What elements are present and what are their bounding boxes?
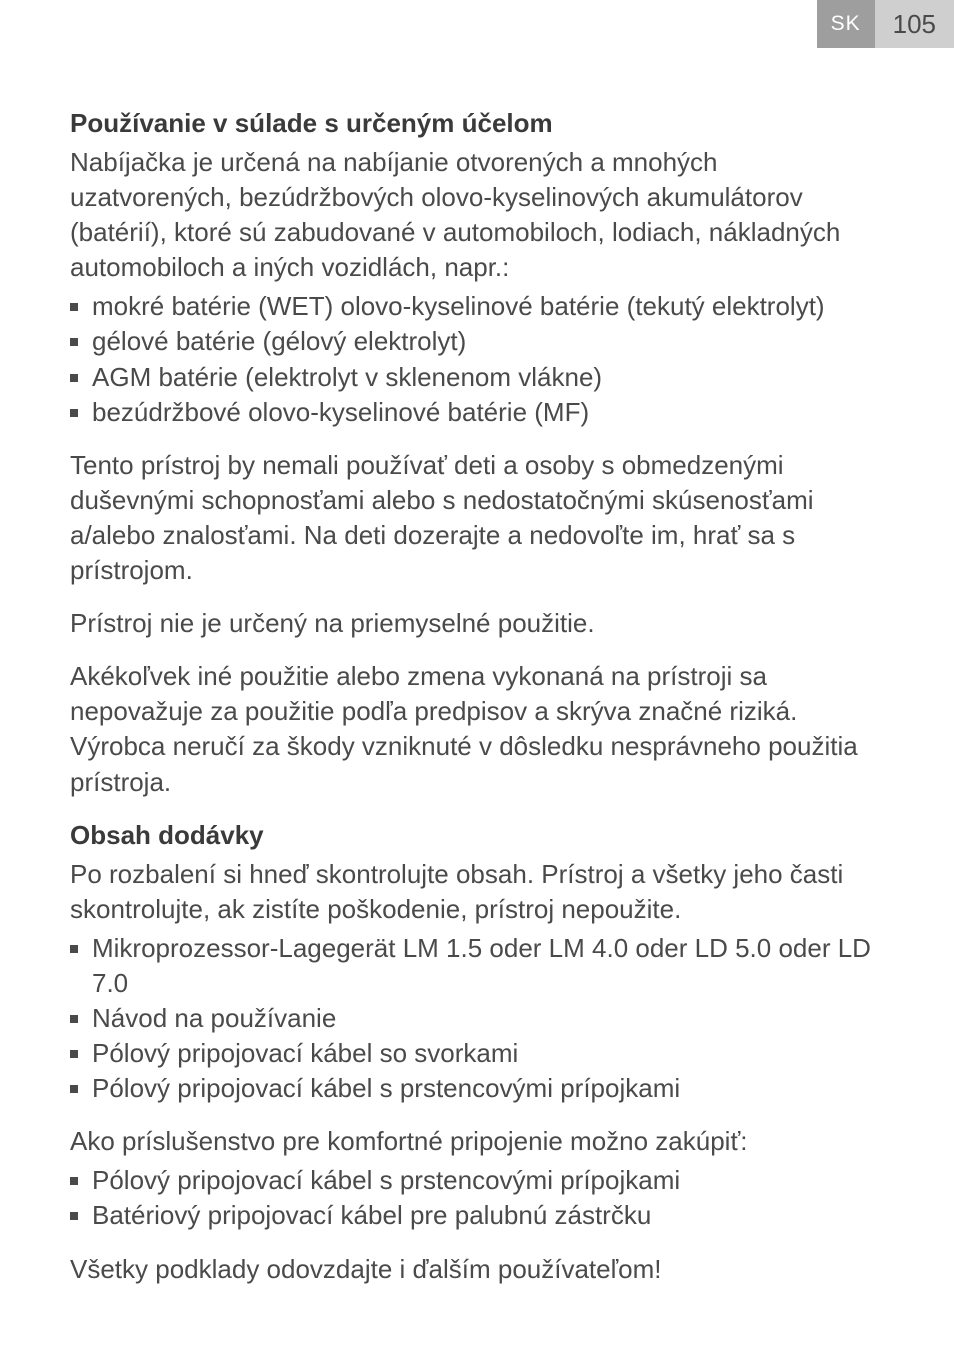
- section-contents: Obsah dodávky Po rozbalení si hneď skont…: [70, 820, 884, 1287]
- section-usage-para2: Prístroj nie je určený na priemyselné po…: [70, 606, 884, 641]
- section-usage: Používanie v súlade s určeným účelom Nab…: [70, 108, 884, 800]
- list-item: Pólový pripojovací kábel s prstencovými …: [70, 1163, 884, 1198]
- list-item: Pólový pripojovací kábel so svorkami: [70, 1036, 884, 1071]
- list-item: Mikroprozessor-Lagegerät LM 1.5 oder LM …: [70, 931, 884, 1001]
- content: Používanie v súlade s určeným účelom Nab…: [70, 0, 884, 1287]
- section-usage-list: mokré batérie (WET) olovo-kyselinové bat…: [70, 289, 884, 429]
- section-contents-heading: Obsah dodávky: [70, 820, 884, 851]
- page-number: 105: [875, 0, 954, 48]
- section-usage-para1: Tento prístroj by nemali používať deti a…: [70, 448, 884, 588]
- section-usage-intro: Nabíjačka je určená na nabíjanie otvoren…: [70, 145, 884, 285]
- section-usage-heading: Používanie v súlade s určeným účelom: [70, 108, 884, 139]
- page-tab: SK 105: [817, 0, 954, 48]
- section-contents-list: Mikroprozessor-Lagegerät LM 1.5 oder LM …: [70, 931, 884, 1106]
- lang-code: SK: [817, 0, 875, 48]
- list-item: Pólový pripojovací kábel s prstencovými …: [70, 1071, 884, 1106]
- section-contents-intro: Po rozbalení si hneď skontrolujte obsah.…: [70, 857, 884, 927]
- accessory-intro: Ako príslušenstvo pre komfortné pripojen…: [70, 1124, 884, 1159]
- list-item: Návod na používanie: [70, 1001, 884, 1036]
- section-usage-para3: Akékoľvek iné použitie alebo zmena vykon…: [70, 659, 884, 799]
- list-item: Batériový pripojovací kábel pre palubnú …: [70, 1198, 884, 1233]
- list-item: gélové batérie (gélový elektrolyt): [70, 324, 884, 359]
- closing-note: Všetky podklady odovzdajte i ďalším použ…: [70, 1252, 884, 1287]
- list-item: AGM batérie (elektrolyt v sklenenom vlák…: [70, 360, 884, 395]
- accessory-list: Pólový pripojovací kábel s prstencovými …: [70, 1163, 884, 1233]
- page: SK 105 Používanie v súlade s určeným úče…: [0, 0, 954, 1367]
- list-item: bezúdržbové olovo-kyselinové batérie (MF…: [70, 395, 884, 430]
- list-item: mokré batérie (WET) olovo-kyselinové bat…: [70, 289, 884, 324]
